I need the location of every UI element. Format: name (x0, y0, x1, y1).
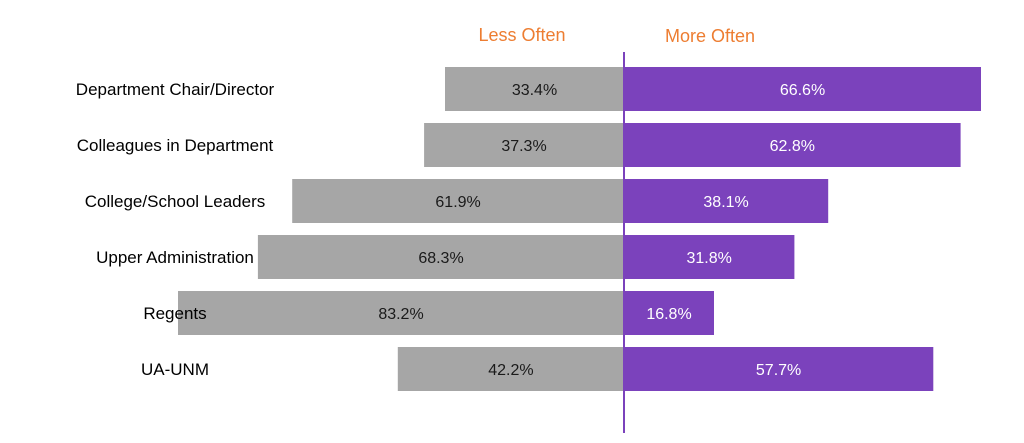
bar-more-often (624, 67, 981, 111)
header-less-often: Less Often (478, 25, 565, 45)
value-label-less-often: 37.3% (501, 138, 546, 155)
bar-less-often (397, 347, 624, 391)
bar-more-often (624, 347, 934, 391)
bar-less-often (424, 123, 624, 167)
bar-more-often (624, 235, 795, 279)
bar-more-often (624, 179, 829, 223)
value-label-more-often: 66.6% (780, 82, 825, 99)
category-label: Department Chair/Director (76, 80, 275, 99)
value-label-more-often: 62.8% (770, 138, 815, 155)
category-label: Upper Administration (96, 248, 254, 267)
category-label: Regents (143, 304, 206, 323)
bar-more-often (624, 291, 714, 335)
less-often-bars (178, 67, 624, 391)
more-often-bars (624, 67, 981, 391)
value-label-less-often: 33.4% (512, 82, 557, 99)
header-more-often: More Often (665, 26, 755, 46)
category-label: College/School Leaders (85, 192, 266, 211)
value-labels: 33.4% 66.6% 37.3% 62.8% 61.9% 38.1% 68.3% 31.8%… (378, 82, 825, 379)
category-label: UA-UNM (141, 360, 209, 379)
bar-less-often (445, 67, 624, 111)
bar-less-often (257, 235, 624, 279)
value-label-more-often: 38.1% (703, 194, 748, 211)
bar-more-often (624, 123, 961, 167)
category-label: Colleagues in Department (77, 136, 274, 155)
value-label-less-often: 83.2% (378, 306, 423, 323)
value-label-more-often: 57.7% (756, 362, 801, 379)
category-labels: Department Chair/Director Colleagues in D… (76, 80, 275, 379)
bar-less-often (178, 291, 624, 335)
value-label-more-often: 16.8% (646, 306, 691, 323)
value-label-less-often: 68.3% (418, 250, 463, 267)
bar-less-often (292, 179, 624, 223)
value-label-more-often: 31.8% (687, 250, 732, 267)
value-label-less-often: 61.9% (435, 194, 480, 211)
value-label-less-often: 42.2% (488, 362, 533, 379)
